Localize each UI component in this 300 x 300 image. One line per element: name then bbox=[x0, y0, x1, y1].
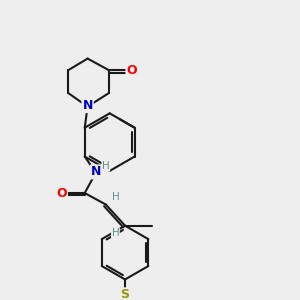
Text: H: H bbox=[112, 228, 119, 239]
Text: N: N bbox=[82, 99, 93, 112]
Text: H: H bbox=[112, 192, 119, 202]
Text: O: O bbox=[127, 64, 137, 76]
Text: S: S bbox=[121, 288, 130, 300]
Text: H: H bbox=[102, 161, 110, 171]
Text: N: N bbox=[91, 165, 101, 178]
Text: O: O bbox=[56, 187, 67, 200]
